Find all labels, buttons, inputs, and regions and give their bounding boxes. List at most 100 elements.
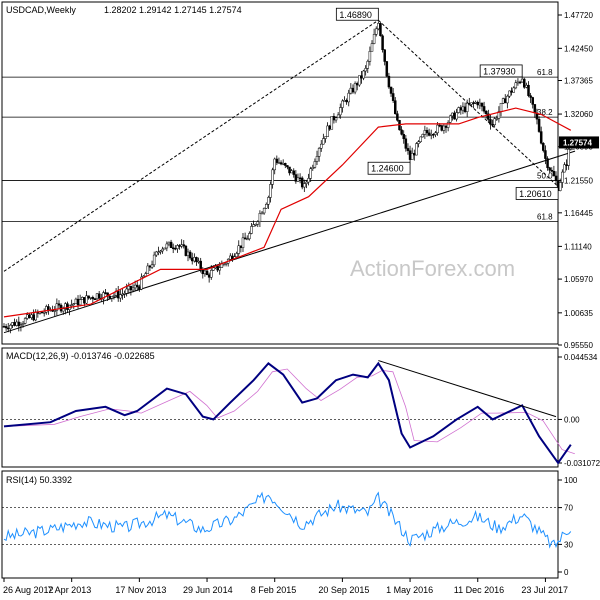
price-bar-body [85, 295, 88, 304]
price-bar-body [116, 290, 120, 299]
price-bar-body [353, 83, 357, 93]
price-bar-body [516, 81, 520, 84]
fib-level-label: 38.2 [537, 108, 553, 117]
price-bar-body [520, 78, 524, 83]
price-bar-body [95, 293, 99, 300]
moving-average-line [3, 107, 572, 318]
price-bar-body [121, 293, 124, 296]
price-bar-body [537, 118, 541, 132]
price-bar-body [42, 312, 46, 314]
price-bar-body [188, 251, 192, 259]
price-bar-body [248, 233, 251, 240]
price-bar-body [432, 134, 435, 136]
price-bar-body [417, 141, 420, 144]
price-bar-body [370, 43, 374, 52]
price-bar-body [4, 326, 8, 329]
price-bar-body [284, 163, 287, 166]
price-bar-body [322, 138, 325, 145]
price-bar-body [484, 110, 488, 115]
rsi-panel [1, 470, 559, 579]
annotation-label: 1.46890 [339, 10, 372, 20]
price-bar-body [159, 250, 162, 253]
annotation-box [515, 187, 559, 200]
x-tick-label: 11 Dec 2016 [454, 585, 504, 595]
price-bar-body [171, 247, 175, 249]
price-bar-body [501, 98, 505, 104]
price-bar-body [258, 212, 262, 222]
price-bar-body [461, 106, 465, 111]
price-bar-body [523, 78, 526, 88]
price-bar-body [148, 265, 152, 268]
macd-line [3, 361, 572, 465]
price-tick-label: 1.16445 [564, 209, 593, 218]
x-tick-label: 1 May 2016 [386, 585, 433, 595]
price-bar-body [169, 241, 173, 248]
price-bar-body [161, 248, 164, 252]
price-bar-body [309, 168, 312, 179]
price-bar-body [410, 153, 414, 160]
price-bar-body [190, 257, 194, 262]
price-bar-body [468, 102, 471, 105]
price-bar-body [174, 247, 177, 250]
price-bar-body [254, 223, 257, 226]
price-bar-body [377, 23, 380, 30]
price-bar-body [531, 97, 534, 105]
price-bar-body [406, 148, 410, 151]
price-bar-body [506, 95, 509, 104]
price-bar-body [339, 107, 342, 116]
price-bar-body [385, 61, 389, 77]
price-bar-body [235, 253, 238, 257]
price-bar-body [66, 303, 69, 310]
price-bar-body [127, 285, 131, 290]
price-bar-body [400, 129, 403, 135]
price-bar-body [567, 149, 570, 166]
price-bar-body [256, 221, 260, 225]
price-bar-body [381, 35, 384, 50]
price-bar-body [300, 177, 304, 188]
price-bar-body [351, 87, 355, 93]
price-bar-body [453, 112, 456, 120]
price-bar-body [436, 124, 439, 134]
price-bar-body [298, 177, 302, 180]
price-bar-body [78, 299, 82, 306]
price-bar-body [396, 113, 399, 121]
price-bar-body [345, 100, 348, 103]
price-bar-body [349, 87, 353, 94]
price-bar-body [463, 106, 467, 112]
rsi-label: RSI(14) 50.3392 [6, 475, 72, 485]
price-bar-body [319, 143, 323, 149]
price-bar-body [480, 102, 484, 107]
price-tick-label: 1.05970 [564, 275, 593, 284]
price-bar-body [446, 122, 450, 128]
price-bar-body [129, 285, 133, 291]
x-tick-label: 8 Feb 2015 [251, 585, 297, 595]
price-bar-body [89, 297, 92, 299]
price-bar-body [391, 93, 395, 101]
ohlc-label: 1.28202 1.29142 1.27145 1.27574 [104, 5, 242, 15]
price-bar-body [167, 241, 171, 245]
price-bar-body [402, 134, 405, 140]
price-bar-body [224, 262, 228, 265]
price-bar-body [218, 267, 221, 271]
fib-level-label: 61.8 [537, 213, 553, 222]
price-bar-body [216, 265, 219, 271]
price-bar-body [76, 298, 80, 306]
price-bar-body [197, 260, 200, 263]
price-bar-body [32, 314, 35, 321]
rsi-line [3, 491, 572, 549]
price-tick-label: 1.37365 [564, 77, 593, 86]
fib-level-label: 50.0 [537, 172, 553, 181]
price-bar-body [482, 106, 486, 112]
price-bar-body [180, 244, 183, 247]
price-bar-body [508, 90, 511, 97]
price-bar-body [267, 197, 270, 205]
price-bar-body [2, 326, 6, 328]
price-bar-body [40, 311, 44, 314]
price-bar-body [512, 87, 515, 93]
price-tick-label: 1.32060 [564, 110, 593, 119]
price-bar-body [563, 164, 566, 173]
price-bar-body [131, 287, 135, 291]
price-bar-body [472, 102, 475, 104]
price-bar-body [182, 244, 186, 247]
